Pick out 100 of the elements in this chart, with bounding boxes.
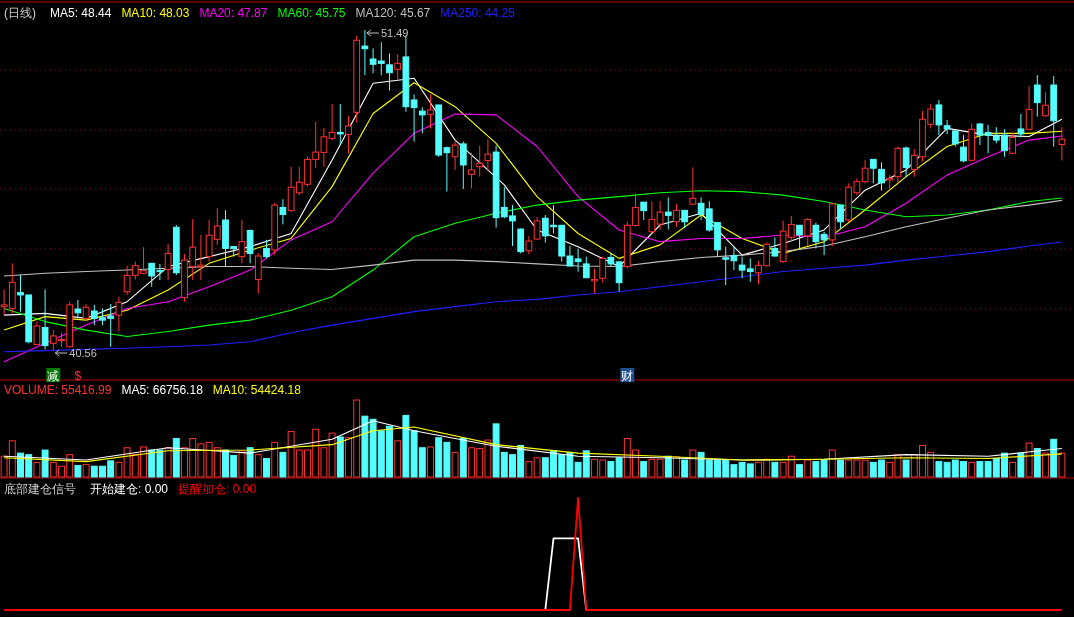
bar <box>673 456 680 478</box>
candlestick <box>591 268 598 294</box>
candlestick <box>878 161 885 192</box>
bar <box>164 447 172 478</box>
candlestick <box>1025 85 1033 131</box>
candlestick <box>1017 113 1025 138</box>
candlestick <box>960 134 967 163</box>
annotation: 40.56 <box>69 347 97 359</box>
candlestick <box>1058 126 1066 162</box>
candlestick <box>664 196 672 230</box>
bar <box>771 461 779 478</box>
text: VOLUME: 55416.99 <box>4 383 112 397</box>
bar <box>1058 452 1066 478</box>
candlestick <box>476 145 484 178</box>
candlestick <box>689 166 697 206</box>
candlestick <box>328 103 336 141</box>
bar <box>74 464 82 478</box>
text: 提醒加仓: 0.00 <box>178 482 257 496</box>
bar <box>263 458 270 478</box>
candlestick <box>451 141 459 171</box>
text: 财 <box>621 369 634 383</box>
candlestick <box>459 141 467 190</box>
text: MA60: 45.75 <box>277 6 346 20</box>
chart-title: 底部建仓信号 <box>4 482 76 496</box>
text: 开始建仓: 0.00 <box>90 482 169 496</box>
candlestick <box>345 115 352 154</box>
bar <box>451 451 459 478</box>
candlestick <box>615 261 623 293</box>
candlestick <box>804 217 812 247</box>
candlestick <box>796 224 803 249</box>
bar <box>394 440 402 478</box>
chart-title: (日线) <box>4 6 36 20</box>
candlestick <box>902 146 910 178</box>
candlestick <box>468 152 475 189</box>
bar <box>837 459 844 478</box>
bar <box>902 459 910 478</box>
bar <box>238 450 246 478</box>
candlestick <box>394 53 402 80</box>
candlestick <box>599 256 607 284</box>
bar <box>1033 448 1041 478</box>
candlestick <box>574 247 582 273</box>
bar <box>640 461 648 478</box>
text: MA20: 47.87 <box>199 6 268 20</box>
candlestick <box>681 209 689 229</box>
bar <box>1017 452 1025 478</box>
candlestick <box>837 204 844 229</box>
bar <box>1009 461 1017 478</box>
candlestick <box>336 103 344 146</box>
candlestick <box>656 200 664 231</box>
bar <box>796 464 803 478</box>
candlestick <box>279 198 287 225</box>
bar <box>172 438 180 478</box>
text: MA250: 44.25 <box>440 6 516 20</box>
candlestick <box>361 29 369 76</box>
bar <box>828 449 836 478</box>
bar <box>1025 442 1033 478</box>
bar <box>279 451 287 478</box>
candlestick <box>935 99 943 136</box>
candlestick <box>943 119 951 135</box>
text: 减 <box>47 369 60 383</box>
bar <box>1050 438 1058 478</box>
candlestick <box>820 231 828 256</box>
text: MA5: 66756.18 <box>121 383 204 397</box>
bar <box>427 446 434 478</box>
candlestick <box>246 228 254 264</box>
bar <box>1042 452 1049 478</box>
candlestick <box>41 288 49 350</box>
candlestick <box>263 239 270 259</box>
candlestick <box>1033 74 1041 118</box>
bar <box>681 459 689 478</box>
bar <box>41 449 49 478</box>
candlestick <box>254 252 262 294</box>
candlestick <box>517 227 525 254</box>
candlestick <box>418 106 426 134</box>
candlestick <box>115 296 123 333</box>
bar <box>459 438 467 478</box>
bar <box>804 459 812 478</box>
text: MA10: 54424.18 <box>212 383 302 397</box>
candlestick <box>410 93 418 143</box>
text: $ <box>74 369 82 383</box>
candlestick <box>812 222 820 249</box>
annotation: 51.49 <box>380 27 409 39</box>
candlestick <box>648 201 656 234</box>
candlestick <box>673 203 680 228</box>
candlestick <box>427 93 434 129</box>
bar <box>968 461 976 478</box>
bar <box>33 461 41 478</box>
candlestick <box>238 219 246 264</box>
candlestick <box>164 243 172 281</box>
candlestick <box>861 159 869 184</box>
candlestick <box>533 216 541 241</box>
text: MA10: 48.03 <box>121 6 190 20</box>
bar <box>336 436 344 478</box>
bar <box>254 454 262 478</box>
candlestick <box>607 252 615 268</box>
candlestick <box>869 158 877 184</box>
text: MA5: 48.44 <box>50 6 112 20</box>
candlestick <box>525 235 533 255</box>
bar <box>82 464 90 478</box>
candlestick <box>484 138 492 173</box>
